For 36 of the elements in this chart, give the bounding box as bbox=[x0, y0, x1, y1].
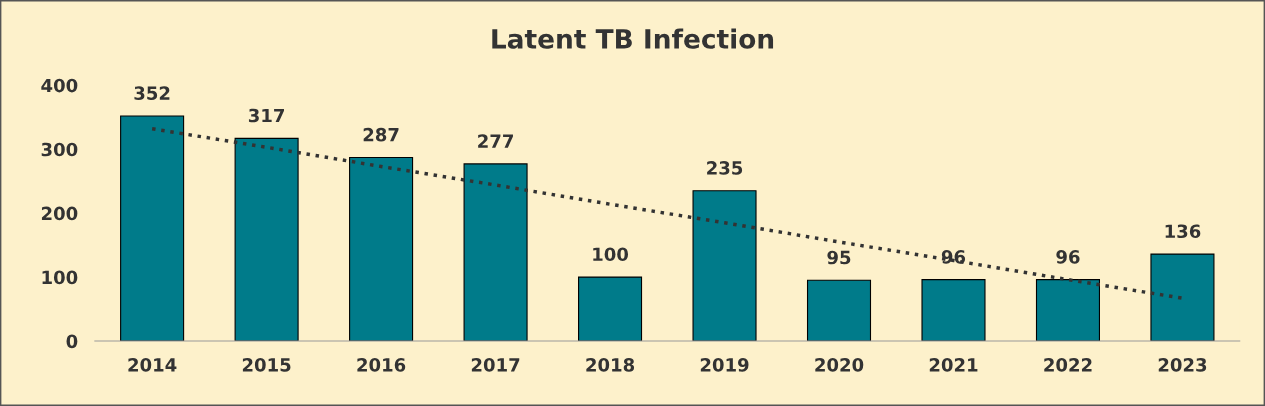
bar bbox=[463, 163, 528, 342]
bar bbox=[234, 137, 299, 342]
data-label: 95 bbox=[827, 250, 851, 265]
bar bbox=[1150, 253, 1215, 342]
x-tick-label: 2015 bbox=[242, 358, 291, 372]
bar bbox=[578, 276, 643, 342]
x-tick-label: 2022 bbox=[1044, 358, 1092, 372]
x-tick-label: 2016 bbox=[357, 358, 406, 372]
x-tick-label: 2020 bbox=[815, 358, 864, 372]
data-label: 235 bbox=[707, 161, 743, 175]
bar bbox=[1035, 279, 1101, 342]
bar bbox=[349, 156, 414, 342]
data-label: 287 bbox=[363, 127, 399, 142]
data-label: 96 bbox=[1056, 250, 1080, 264]
y-tick-label: 100 bbox=[42, 270, 78, 285]
bar bbox=[692, 190, 757, 342]
x-tick-label: 2019 bbox=[700, 358, 749, 372]
chart-title: Latent TB Infection bbox=[492, 28, 774, 49]
y-tick-label: 0 bbox=[66, 334, 78, 349]
bar bbox=[806, 279, 872, 342]
x-tick-label: 2017 bbox=[471, 358, 520, 372]
data-label: 352 bbox=[134, 86, 170, 100]
x-tick-label: 2018 bbox=[586, 358, 635, 372]
data-label: 96 bbox=[941, 250, 966, 264]
data-label: 277 bbox=[478, 134, 513, 148]
bar bbox=[120, 115, 185, 342]
x-tick-label: 2023 bbox=[1158, 358, 1207, 372]
y-tick-label: 200 bbox=[41, 206, 78, 221]
y-tick-label: 300 bbox=[41, 142, 78, 157]
data-label: 136 bbox=[1165, 224, 1201, 239]
x-tick-label: 2014 bbox=[128, 358, 177, 372]
y-tick-label: 400 bbox=[41, 78, 78, 93]
data-label: 100 bbox=[593, 247, 629, 262]
bar bbox=[921, 279, 986, 342]
data-label: 317 bbox=[248, 108, 285, 123]
x-tick-label: 2021 bbox=[929, 358, 978, 372]
